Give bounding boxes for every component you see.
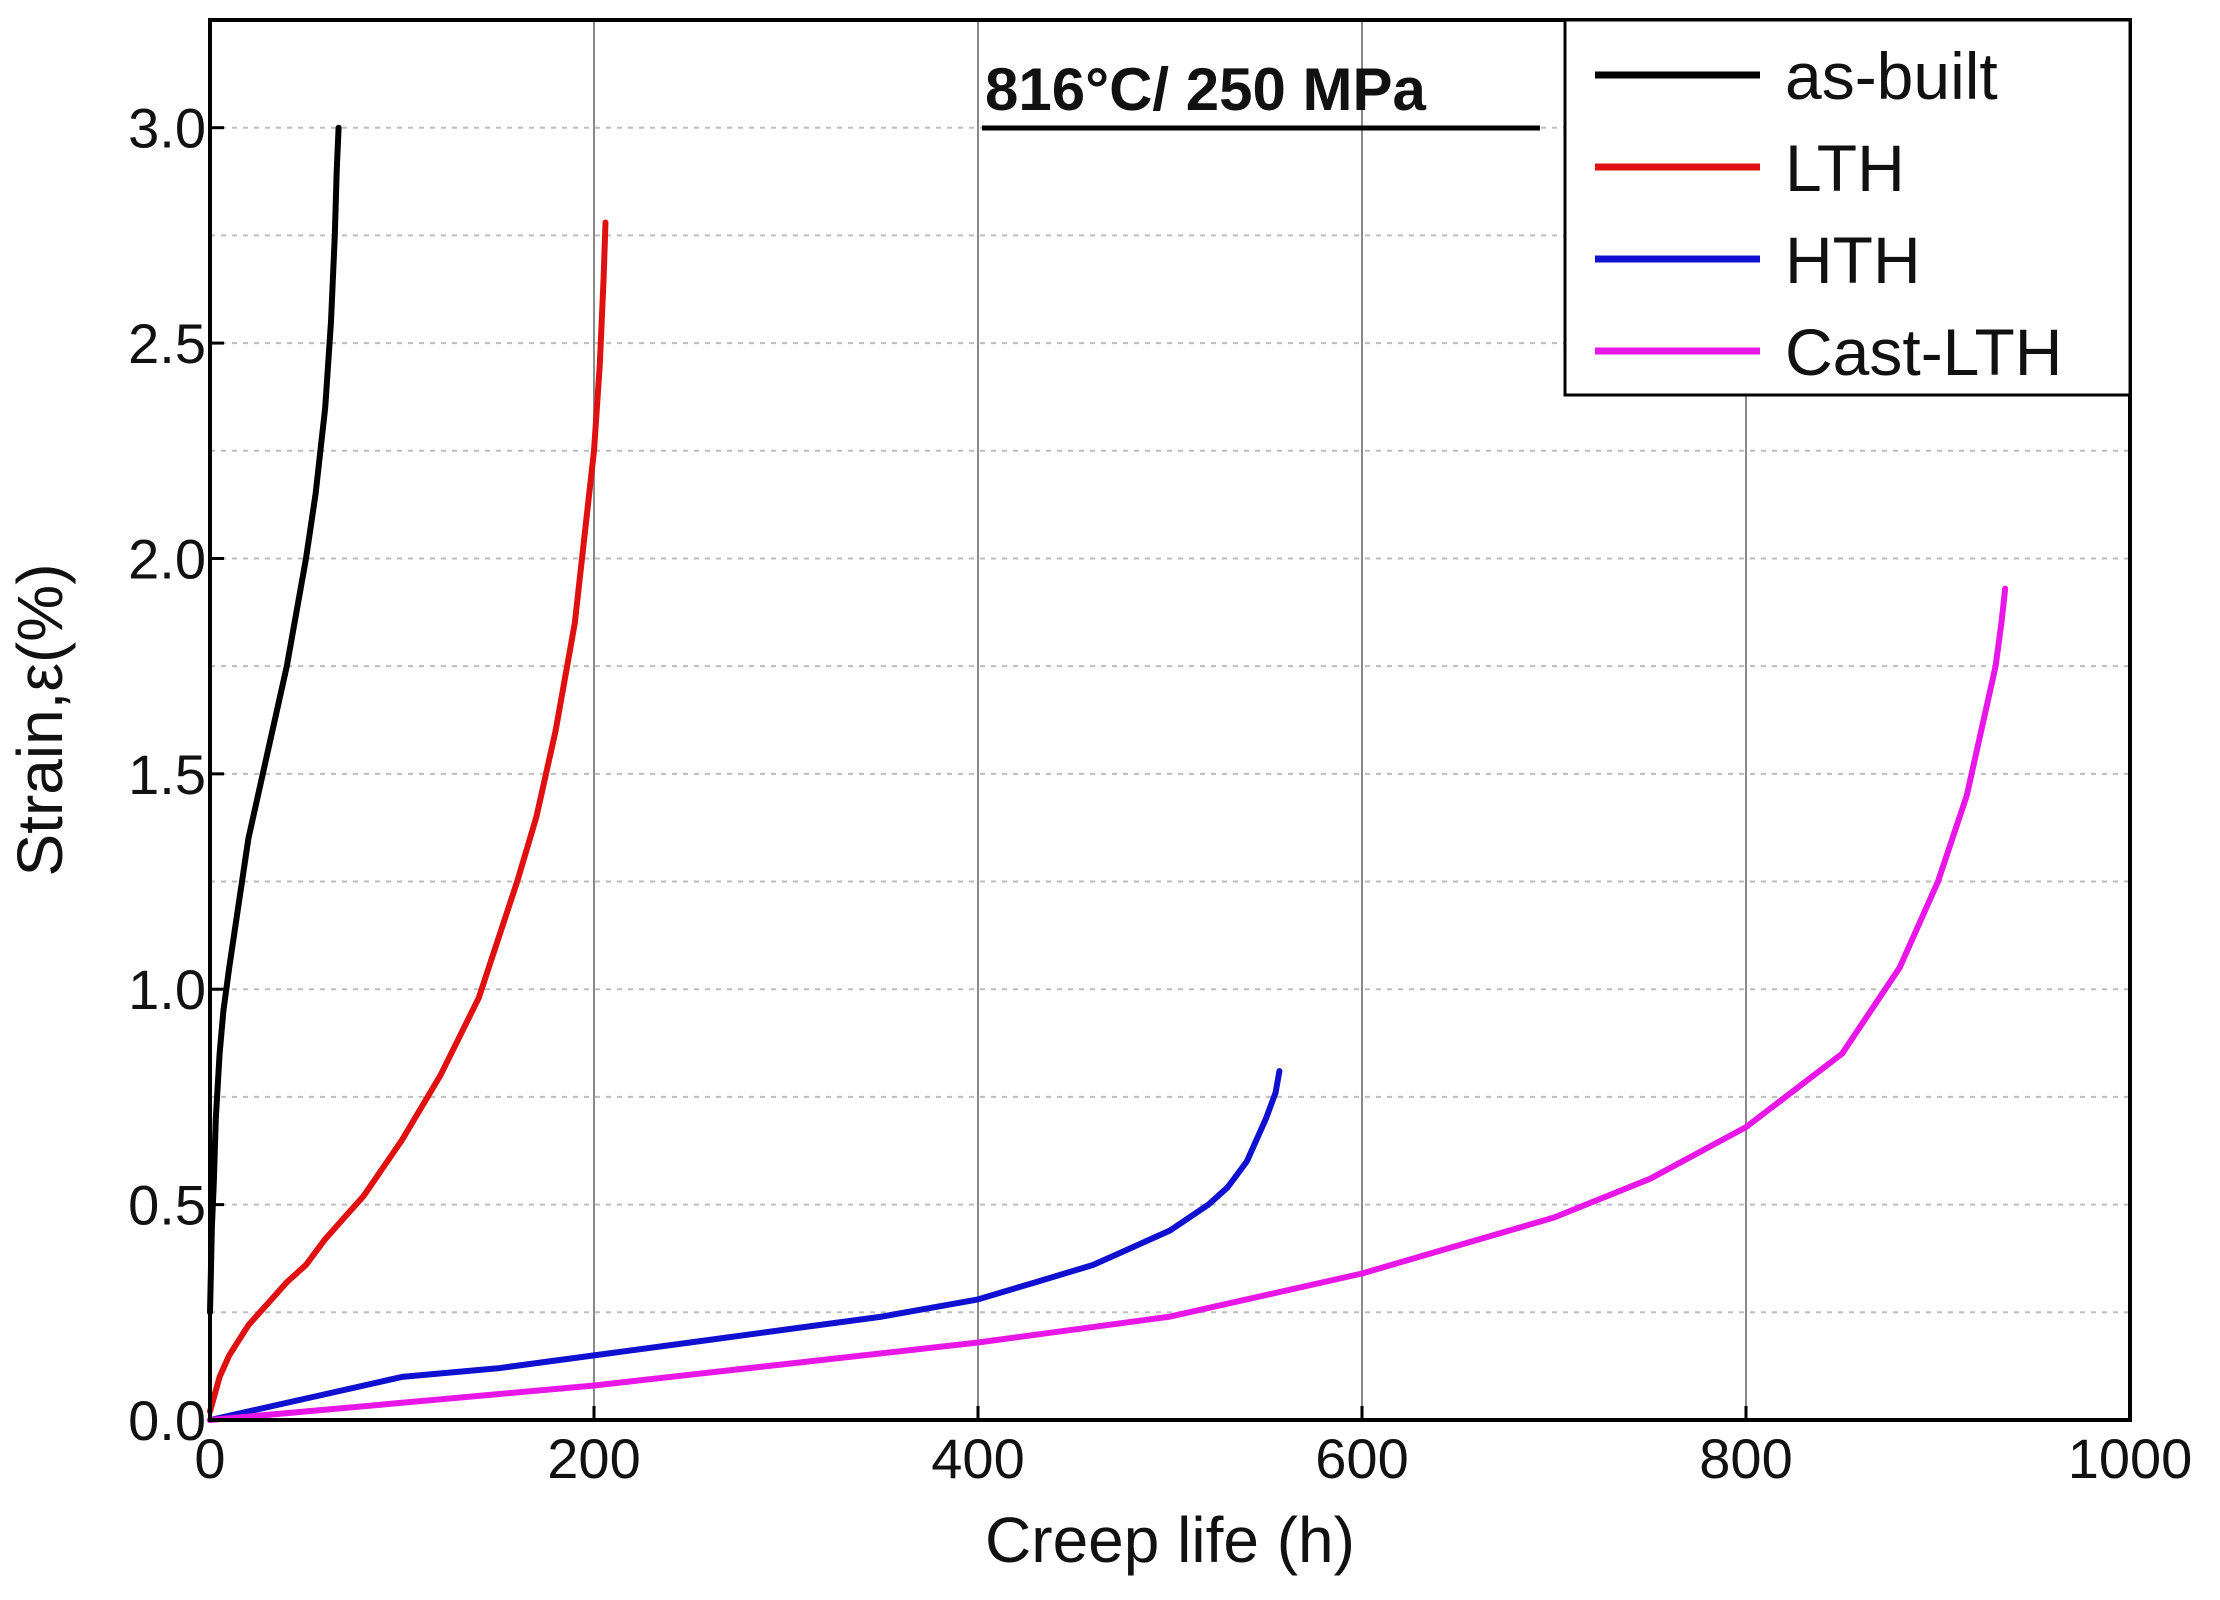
y-axis-title: Strain,ε(%) — [4, 563, 76, 876]
x-tick-label: 1000 — [2068, 1427, 2193, 1490]
ticks: 0 200 400 600 800 1000 0.0 0.5 1.0 1.5 2.0 2.5 3.0 — [128, 97, 2192, 1490]
series-line-as-built — [207, 124, 342, 1316]
y-tick-label: 0.5 — [128, 1174, 206, 1237]
y-tick-label: 2.5 — [128, 312, 206, 375]
x-tick-label: 0 — [194, 1427, 225, 1490]
x-axis-title: Creep life (h) — [985, 1504, 1355, 1576]
legend-box — [1563, 18, 2132, 397]
series-lines — [207, 124, 2009, 1423]
x-tick-label: 400 — [931, 1427, 1024, 1490]
series-line-lth — [207, 219, 609, 1415]
y-tick-label: 3.0 — [128, 97, 206, 160]
y-tick-label: 1.0 — [128, 958, 206, 1021]
y-tick-label: 1.5 — [128, 743, 206, 806]
x-tick-label: 800 — [1699, 1427, 1792, 1490]
legend-label: LTH — [1785, 131, 1905, 205]
legend-label: HTH — [1785, 223, 1921, 297]
plot-frame — [208, 18, 2132, 1422]
x-tick-label: 600 — [1315, 1427, 1408, 1490]
legend-label: as-built — [1785, 39, 1998, 113]
legend: as-built LTH HTH Cast-LTH — [1563, 18, 2132, 397]
x-tick-label: 200 — [547, 1427, 640, 1490]
y-tick-label: 0.0 — [128, 1389, 206, 1452]
condition-annotation-text: 816°C/ 250 MPa — [985, 56, 1427, 123]
grid — [210, 20, 2130, 1420]
series-line-hth — [207, 1068, 1283, 1423]
legend-label: Cast-LTH — [1785, 315, 2062, 389]
condition-annotation: 816°C/ 250 MPa — [982, 56, 1540, 131]
series-line-cast-lth — [207, 585, 2009, 1423]
y-tick-label: 2.0 — [128, 527, 206, 590]
